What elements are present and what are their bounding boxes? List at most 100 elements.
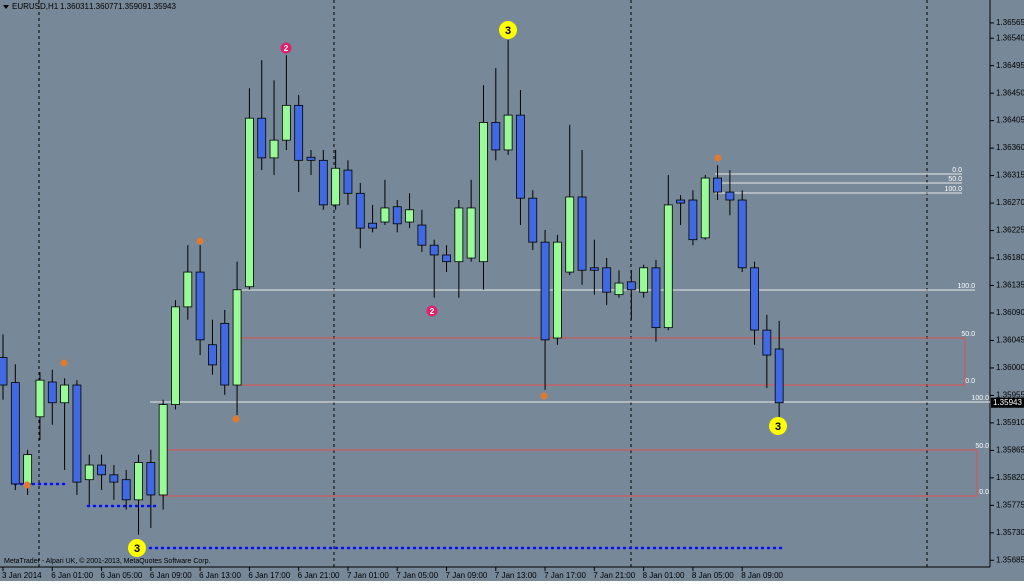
- candle-body: [737, 199, 747, 269]
- candle-body: [220, 322, 230, 386]
- candle-body: [503, 114, 513, 151]
- candle-body: [713, 177, 722, 193]
- y-tick-label: 1.36270: [996, 198, 1024, 207]
- header-low: 1.35909: [118, 2, 147, 11]
- y-tick-label: 1.35910: [996, 418, 1024, 427]
- wave-label: 3: [775, 421, 781, 433]
- candle-body: [442, 254, 451, 263]
- y-tick-label: 1.36405: [996, 116, 1024, 125]
- candle-body: [10, 382, 20, 485]
- candle-body: [72, 384, 82, 483]
- y-tick-label: 1.35865: [996, 445, 1024, 454]
- menu-arrow[interactable]: [3, 5, 9, 9]
- candle-body: [97, 464, 106, 476]
- candle-body: [700, 177, 710, 239]
- x-tick-label: 7 Jan 09:00: [446, 571, 488, 580]
- x-tick-label: 7 Jan 05:00: [396, 571, 438, 580]
- marker: [60, 359, 68, 367]
- x-tick-label: 6 Jan 13:00: [199, 571, 241, 580]
- header-close: 1.35943: [147, 2, 176, 11]
- x-tick-label: 6 Jan 05:00: [101, 571, 143, 580]
- y-tick-label: 1.36360: [996, 143, 1024, 152]
- fib-label: 50.0: [961, 331, 975, 338]
- y-tick-label: 1.36225: [996, 226, 1024, 235]
- y-tick-label: 1.35685: [996, 555, 1024, 564]
- y-tick-label: 1.35820: [996, 473, 1024, 482]
- wave-label: 3: [505, 25, 511, 37]
- candle-body: [318, 159, 328, 206]
- candle-body: [134, 462, 143, 501]
- candle-body: [109, 474, 119, 483]
- y-tick-label: 1.36135: [996, 281, 1024, 290]
- candle-body: [614, 282, 624, 296]
- candle-body: [331, 167, 341, 206]
- y-tick-label: 1.36090: [996, 308, 1024, 317]
- y-tick-label: 1.36540: [996, 33, 1024, 42]
- candle-body: [171, 306, 180, 405]
- candle-body: [417, 224, 427, 246]
- candle-body: [688, 199, 698, 241]
- candle-body: [663, 204, 673, 329]
- candle-body: [306, 156, 316, 161]
- footer: MetaTrader - Alpari UK, © 2001-2013, Met…: [4, 557, 210, 565]
- fib-label: 0.0: [952, 167, 962, 174]
- candle-body: [232, 289, 242, 386]
- x-tick-label: 7 Jan 01:00: [347, 571, 389, 580]
- marker: [714, 154, 722, 162]
- wave-marker: [499, 21, 517, 39]
- y-tick-label: 1.36315: [996, 171, 1024, 180]
- candle-body: [146, 462, 156, 496]
- fib-label: 0.0: [979, 489, 989, 496]
- x-tick-label: 6 Jan 17:00: [248, 571, 290, 580]
- candle-body: [429, 244, 439, 256]
- candle-body: [0, 357, 8, 386]
- fib-label: 100.0: [971, 395, 989, 402]
- candle-body: [565, 196, 575, 273]
- y-tick-label: 1.36180: [996, 253, 1024, 262]
- candle-body: [84, 464, 94, 481]
- candle-body: [405, 209, 414, 223]
- dotted-levels: [13, 482, 784, 550]
- y-tick-label: 1.36045: [996, 336, 1024, 345]
- candle-body: [269, 139, 279, 159]
- y-tick-label: 1.35730: [996, 528, 1024, 537]
- markers: [23, 21, 787, 557]
- candle-body: [762, 329, 772, 356]
- wave-marker: [426, 305, 438, 317]
- candle-body: [466, 207, 476, 259]
- candle-body: [368, 222, 378, 229]
- candle-body: [23, 454, 33, 485]
- x-tick-label: 6 Jan 01:00: [51, 571, 93, 580]
- wave-marker: [280, 42, 292, 54]
- y-tick-label: 1.36565: [996, 18, 1024, 27]
- candle-body: [47, 381, 57, 404]
- candle-body: [454, 207, 464, 263]
- candle-body: [183, 271, 193, 308]
- chart-title: EURUSD,H1: [12, 2, 59, 11]
- candle-body: [257, 117, 267, 159]
- candle-body: [60, 384, 69, 404]
- candle-body: [281, 104, 291, 141]
- y-tick-label: 1.36000: [996, 363, 1024, 372]
- x-tick-label: 3 Jan 2014: [2, 571, 42, 580]
- price-label: 1.35943: [993, 398, 1022, 407]
- fib-label: 100.0: [944, 186, 962, 193]
- header-open: 1.36031: [60, 2, 89, 11]
- marker: [232, 415, 240, 423]
- candle-body: [676, 199, 685, 204]
- candle-body: [774, 348, 784, 404]
- fib-label: 50.0: [948, 176, 962, 183]
- x-tick-label: 7 Jan 13:00: [495, 571, 537, 580]
- y-tick-label: 1.36495: [996, 61, 1024, 70]
- candle-body: [479, 122, 488, 263]
- candle-body: [750, 267, 759, 331]
- candle-body: [725, 191, 735, 201]
- marker: [196, 237, 204, 245]
- x-tick-label: 6 Jan 21:00: [298, 571, 340, 580]
- candle-body: [380, 207, 390, 223]
- candle-body: [244, 117, 254, 288]
- fib-label: 100.0: [957, 283, 975, 290]
- x-tick-label: 8 Jan 01:00: [643, 571, 685, 580]
- x-tick-label: 8 Jan 09:00: [741, 571, 783, 580]
